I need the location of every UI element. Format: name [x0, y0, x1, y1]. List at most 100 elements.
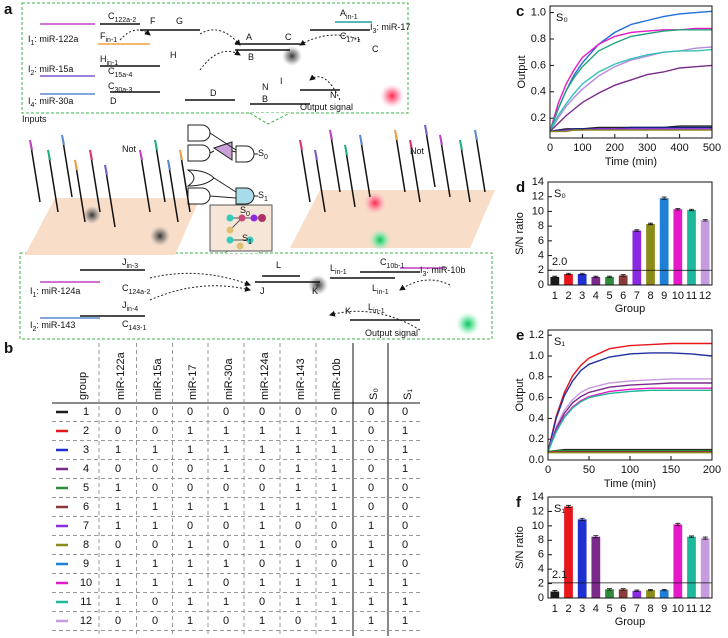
diagram-label: J [260, 286, 265, 296]
diagram-label: I [280, 76, 283, 86]
x-tick-label: 8 [647, 290, 653, 302]
plot-frame [547, 181, 713, 286]
table-cell: 1 [368, 577, 374, 589]
bar [591, 536, 601, 598]
table-cell: 2 [83, 425, 89, 437]
table-cell: 1 [115, 501, 121, 513]
bar [687, 536, 696, 598]
label-sub: in-1 [107, 60, 119, 67]
label-main: A [340, 8, 346, 18]
curve [550, 128, 712, 133]
probe [439, 134, 451, 198]
table-cell: 1 [295, 558, 301, 570]
y-tick-label: 2 [538, 577, 544, 589]
x-tick-label: 1 [552, 290, 558, 302]
diagram-label: C15a-4 [108, 66, 133, 78]
plot-frame [547, 329, 713, 461]
diagram-label: H [170, 50, 177, 60]
diagram-label: S1 [258, 190, 268, 202]
error-bar [689, 535, 694, 538]
x-tick-label: 400 [670, 142, 688, 154]
y-axis-label: S/N ratio [514, 526, 526, 569]
column-header: miR-124a [259, 351, 271, 400]
label-main: J [122, 300, 127, 310]
table-cell: 1 [223, 444, 229, 456]
label-tail: : miR-124a [36, 286, 80, 296]
probe-tip [74, 159, 78, 171]
diagram-label: Jin-3 [122, 257, 138, 269]
table-cell: 0 [223, 482, 229, 494]
label-sub: 3 [373, 28, 377, 35]
label-tail: : miR-30a [34, 96, 73, 106]
diagram-label: Inputs [22, 114, 47, 124]
label-tail: : miR-10b [426, 265, 465, 275]
table-cell: 4 [83, 463, 89, 475]
x-tick-label: 0 [545, 464, 551, 476]
table-cell: 1 [331, 444, 337, 456]
table-cell: 1 [187, 501, 193, 513]
probe-tip [474, 129, 478, 141]
label-main: N [262, 82, 269, 92]
table-cell: 0 [331, 406, 337, 418]
glow [308, 275, 328, 295]
bar [564, 273, 573, 285]
x-axis-label: Time (min) [604, 478, 656, 490]
strands [29, 21, 486, 331]
glow [380, 84, 404, 108]
label-sub: in-1 [373, 308, 385, 315]
table-cell: 0 [259, 558, 265, 570]
table-cell: 1 [402, 425, 408, 437]
label-sub: 1 [248, 239, 252, 246]
label-main: L [276, 260, 281, 270]
diagram-label: S1 [242, 233, 252, 245]
table-cell: 1 [152, 558, 158, 570]
bar [646, 590, 655, 598]
error-bar [661, 196, 667, 200]
x-tick-label: 100 [621, 464, 639, 476]
glow [456, 312, 480, 336]
label-sub: 143-1 [129, 325, 147, 332]
diagram-label: I3: miR-10b [420, 265, 465, 277]
label-main: Not [410, 146, 425, 156]
error-bar [593, 535, 599, 539]
table-cell: 0 [331, 558, 337, 570]
column-header: S₁ [402, 389, 414, 400]
table-cell: 0 [259, 463, 265, 475]
label-tail: : miR-17 [376, 22, 410, 32]
bar [605, 276, 614, 285]
table-cell: 0 [152, 539, 158, 551]
label-main: A [246, 32, 252, 42]
table-cell: 1 [331, 482, 337, 494]
label-sub: in-1 [335, 269, 347, 276]
probe-tip [329, 129, 333, 141]
column-header: miR-15a [152, 358, 164, 400]
diagram-label: K [345, 306, 351, 316]
probe [89, 149, 101, 213]
bar [618, 589, 628, 598]
panel-label: b [4, 340, 13, 357]
bar [577, 273, 587, 285]
table-cell: 0 [368, 482, 374, 494]
table-cell: 0 [223, 406, 229, 418]
error-bar [702, 219, 708, 222]
plot-frame [549, 5, 713, 139]
table-cell: 9 [83, 558, 89, 570]
table-cell: 1 [115, 596, 121, 608]
arrow [149, 285, 251, 301]
diagram-label: Jin-4 [122, 300, 138, 312]
probe-tip [104, 164, 108, 176]
bar [659, 198, 669, 285]
table-cell: 0 [295, 539, 301, 551]
panel-label: f [516, 494, 522, 511]
bar [646, 223, 655, 285]
curve [547, 342, 712, 452]
y-tick-label: 4 [538, 563, 544, 575]
y-tick-label: 4 [538, 249, 544, 261]
table-cell: 0 [402, 482, 408, 494]
column-header: S₀ [368, 388, 380, 400]
label-main: I [30, 286, 33, 296]
label-sub: 15a-4 [115, 72, 133, 79]
table-cell: 1 [331, 463, 337, 475]
x-tick-label: 11 [686, 603, 697, 615]
